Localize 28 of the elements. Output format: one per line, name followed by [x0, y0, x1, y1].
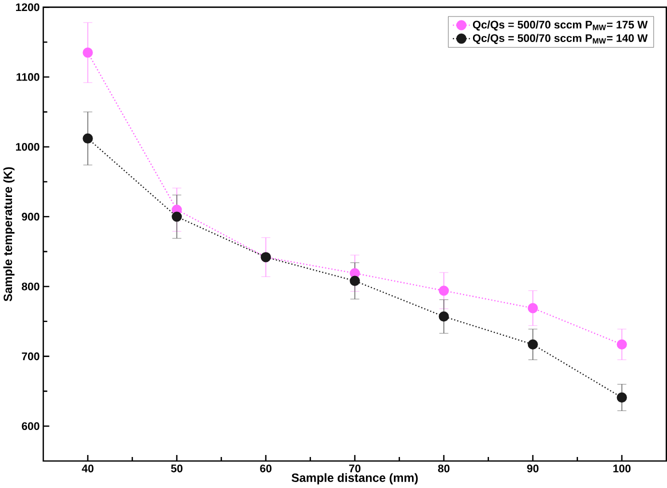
- y-tick-label: 900: [22, 212, 40, 221]
- point: [350, 276, 360, 286]
- legend-label: Qc/Qs = 500/70 sccm P$_{MW}$= 140 W: [472, 34, 648, 44]
- x-tick-label: 60: [260, 464, 272, 472]
- x-tick-label: 100: [613, 464, 631, 472]
- x-tick-label: 90: [527, 464, 538, 472]
- y-tick-label: 700: [22, 352, 40, 360]
- point: [528, 340, 538, 350]
- point: [438, 286, 449, 296]
- x-tick-label: 50: [171, 464, 182, 472]
- y-tick-label: 600: [22, 422, 40, 430]
- y-axis-title: Sample temperature (K): [3, 167, 14, 302]
- point: [82, 134, 93, 144]
- point: [172, 212, 182, 222]
- x-axis-title: Sample distance (mm): [292, 473, 418, 485]
- legend-label: Qc/Qs = 500/70 sccm P$_{MW}$= 175 W: [472, 20, 648, 31]
- x-tick-label: 80: [438, 464, 450, 472]
- point: [528, 303, 538, 314]
- point: [616, 340, 627, 350]
- y-tick-label: 1200: [16, 3, 40, 12]
- x-tick-label: 40: [82, 464, 94, 472]
- x-tick-label: 70: [349, 464, 360, 472]
- point: [82, 48, 93, 58]
- point: [616, 392, 627, 403]
- y-tick-label: 1000: [16, 143, 40, 151]
- y-tick-label: 1100: [16, 73, 40, 82]
- y-tick-label: 800: [22, 282, 40, 291]
- point: [438, 312, 449, 322]
